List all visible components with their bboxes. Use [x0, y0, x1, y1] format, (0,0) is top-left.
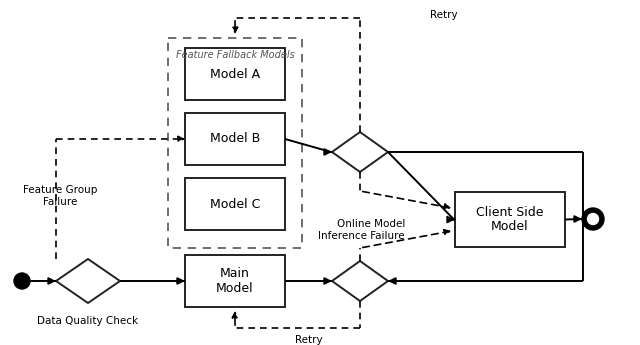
Text: Model C: Model C: [210, 197, 260, 210]
Text: Main
Model: Main Model: [216, 267, 254, 295]
FancyBboxPatch shape: [185, 178, 285, 230]
Polygon shape: [332, 132, 388, 172]
Polygon shape: [56, 259, 120, 303]
Circle shape: [588, 214, 598, 225]
FancyBboxPatch shape: [185, 113, 285, 165]
Text: Model B: Model B: [210, 132, 260, 146]
Text: Client Side
Model: Client Side Model: [476, 206, 544, 234]
FancyBboxPatch shape: [185, 255, 285, 307]
Text: Data Quality Check: Data Quality Check: [37, 316, 139, 326]
Text: Retry: Retry: [430, 10, 458, 20]
Text: Feature Group
Failure: Feature Group Failure: [23, 185, 97, 207]
Circle shape: [14, 273, 30, 289]
Circle shape: [582, 208, 604, 230]
Text: Online Model
Inference Failure: Online Model Inference Failure: [318, 219, 405, 240]
FancyBboxPatch shape: [455, 192, 565, 247]
Text: Model A: Model A: [210, 68, 260, 80]
Polygon shape: [332, 261, 388, 301]
FancyBboxPatch shape: [185, 48, 285, 100]
Text: Feature Fallback Models: Feature Fallback Models: [175, 50, 294, 60]
Text: Retry: Retry: [295, 335, 323, 345]
FancyBboxPatch shape: [168, 38, 302, 248]
